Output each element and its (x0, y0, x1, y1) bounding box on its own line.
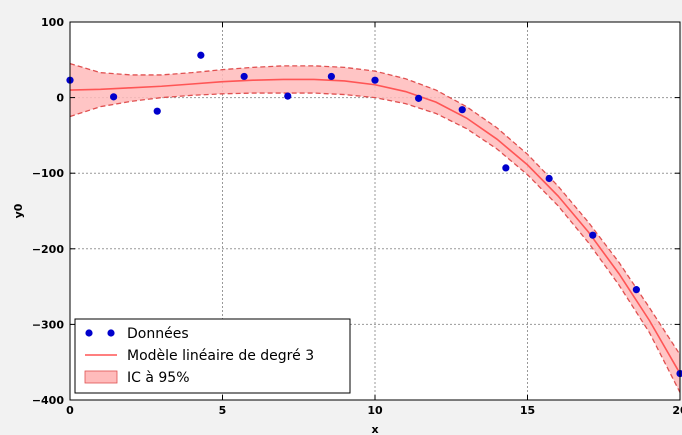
data-point (458, 106, 466, 114)
legend-marker-points (85, 329, 93, 337)
data-point (589, 231, 597, 239)
data-point (545, 174, 553, 183)
x-tick-label: 10 (367, 404, 383, 417)
data-point (240, 72, 248, 81)
legend-marker-band (84, 370, 118, 384)
ci-upper-edge (69, 62, 681, 355)
y-tick-label: −100 (32, 167, 65, 180)
x-tick-label: 15 (520, 404, 535, 417)
data-point (327, 72, 335, 81)
ci-lower-edge (69, 92, 681, 393)
data-point (632, 286, 640, 294)
ci-band (70, 63, 680, 393)
x-axis-label: x (371, 423, 378, 435)
data-point (415, 94, 423, 102)
data-point (284, 92, 292, 100)
legend-box (74, 318, 351, 394)
y-tick-label: −400 (32, 394, 65, 407)
x-tick-label: 0 (66, 404, 74, 417)
data-point (197, 51, 205, 59)
ticks (69, 21, 681, 401)
legend: Données Modèle linéaire de degré 3 IC à 95… (74, 318, 351, 394)
legend-marker-points (107, 329, 115, 337)
data-point (153, 107, 161, 115)
data-point (371, 76, 379, 84)
y-tick-label: 100 (41, 16, 64, 29)
data-points-group (66, 51, 682, 378)
x-tick-label: 5 (219, 404, 227, 417)
ci-band-group (69, 62, 681, 393)
model-line (69, 78, 681, 374)
legend-label: Données (127, 326, 189, 342)
tick-labels: 0 5 10 15 20 100 0 −100 −200 −300 −400 (32, 16, 682, 417)
legend-label: Modèle linéaire de degré 3 (127, 348, 314, 364)
y-tick-label: −200 (32, 243, 65, 256)
data-point (676, 369, 682, 378)
x-tick-label: 20 (672, 404, 682, 417)
data-point (502, 164, 510, 172)
y-tick-label: −300 (32, 318, 65, 331)
y-axis-label: y0 (12, 203, 25, 218)
y-tick-label: 0 (56, 92, 64, 105)
data-point (110, 93, 118, 101)
model-line-group (69, 78, 681, 374)
legend-label: IC à 95% (127, 370, 190, 386)
